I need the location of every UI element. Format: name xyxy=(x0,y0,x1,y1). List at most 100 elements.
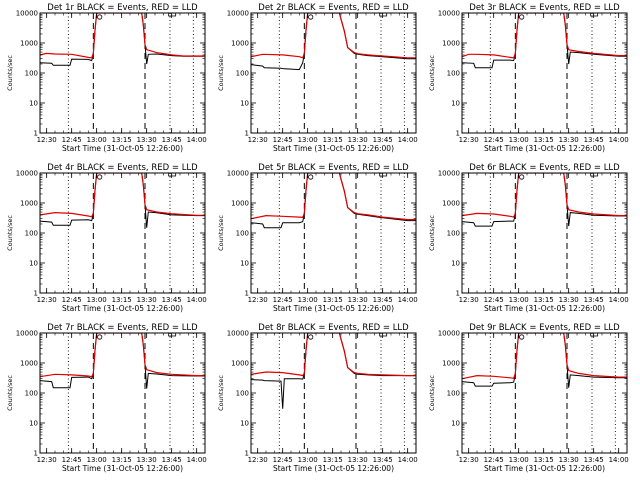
x-tick-label: 14:00 xyxy=(609,456,629,464)
y-tick-label: 1 xyxy=(245,450,249,458)
series-line-events xyxy=(251,173,416,229)
x-tick-label: 13:00 xyxy=(298,456,318,464)
y-axis-title: Counts/sec xyxy=(6,55,14,91)
y-tick-label: 10 xyxy=(240,260,249,268)
y-tick-label: 1000 xyxy=(231,40,249,48)
x-tick-label: 13:15 xyxy=(323,136,343,144)
y-tick-label: 10 xyxy=(451,260,460,268)
panel-title: Det 9r BLACK = Events, RED = LLD xyxy=(469,323,620,333)
panel-title: Det 2r BLACK = Events, RED = LLD xyxy=(258,3,409,13)
y-tick-label: 10 xyxy=(29,100,38,108)
marker-bracket xyxy=(590,13,599,17)
x-tick-label: 13:30 xyxy=(348,136,368,144)
y-axis-title: Counts/sec xyxy=(6,215,14,251)
x-tick-label: 13:15 xyxy=(112,456,132,464)
y-tick-label: 1000 xyxy=(20,40,38,48)
marker-circle xyxy=(308,174,314,180)
x-tick-label: 13:45 xyxy=(162,136,182,144)
plot-area xyxy=(251,173,416,229)
marker-circle xyxy=(308,334,314,340)
x-axis-title: Start Time (31-Oct-05 12:26:00) xyxy=(273,304,394,313)
y-tick-label: 10 xyxy=(451,100,460,108)
x-tick-label: 12:30 xyxy=(37,296,57,304)
panel-title: Det 4r BLACK = Events, RED = LLD xyxy=(47,163,198,173)
y-tick-label: 10000 xyxy=(16,330,38,338)
plot-area xyxy=(40,333,205,389)
x-tick-label: 13:45 xyxy=(584,456,604,464)
panel-title: Det 8r BLACK = Events, RED = LLD xyxy=(258,323,409,333)
marker-bracket xyxy=(168,173,177,177)
x-axis-title: Start Time (31-Oct-05 12:26:00) xyxy=(62,304,183,313)
marker-circle xyxy=(97,14,103,20)
plot-frame xyxy=(39,172,206,294)
marker-bracket xyxy=(590,333,599,337)
plot-area xyxy=(462,333,627,388)
series-line-lld xyxy=(462,333,627,380)
x-tick-label: 13:00 xyxy=(87,456,107,464)
x-tick-label: 14:00 xyxy=(187,456,207,464)
marker-circle xyxy=(519,174,525,180)
series-line-events xyxy=(40,13,205,66)
series-line-events xyxy=(462,13,627,69)
x-axis-title: Start Time (31-Oct-05 12:26:00) xyxy=(484,144,605,153)
y-axis-title: Counts/sec xyxy=(217,55,225,91)
marker-circle xyxy=(97,174,103,180)
x-tick-label: 12:45 xyxy=(62,296,82,304)
x-tick-label: 12:30 xyxy=(248,296,268,304)
plot-frame xyxy=(461,172,628,294)
y-axis-title: Counts/sec xyxy=(6,375,14,411)
x-tick-label: 12:30 xyxy=(459,296,479,304)
x-tick-label: 13:45 xyxy=(373,136,393,144)
y-tick-label: 1 xyxy=(34,290,38,298)
panel-title: Det 6r BLACK = Events, RED = LLD xyxy=(469,163,620,173)
marker-bracket xyxy=(379,173,388,177)
y-tick-label: 10000 xyxy=(438,170,460,178)
x-tick-label: 13:30 xyxy=(348,296,368,304)
plot-area xyxy=(251,333,416,409)
x-tick-label: 14:00 xyxy=(609,136,629,144)
x-axis-title: Start Time (31-Oct-05 12:26:00) xyxy=(62,144,183,153)
y-tick-label: 1000 xyxy=(231,360,249,368)
series-line-lld xyxy=(462,13,627,59)
y-tick-label: 100 xyxy=(447,390,460,398)
x-tick-label: 13:00 xyxy=(298,136,318,144)
x-tick-label: 12:30 xyxy=(459,136,479,144)
marker-bracket xyxy=(590,173,599,177)
y-tick-label: 100 xyxy=(236,390,249,398)
x-tick-label: 12:45 xyxy=(62,136,82,144)
x-axis-title: Start Time (31-Oct-05 12:26:00) xyxy=(62,464,183,473)
x-axis-title: Start Time (31-Oct-05 12:26:00) xyxy=(484,304,605,313)
panel-title: Det 5r BLACK = Events, RED = LLD xyxy=(258,163,409,173)
y-tick-label: 1 xyxy=(245,290,249,298)
series-line-events xyxy=(251,13,416,71)
series-line-lld xyxy=(40,13,205,59)
panel-title: Det 7r BLACK = Events, RED = LLD xyxy=(47,323,198,333)
detector-panel-4: Det 4r BLACK = Events, RED = LLD 1 10 100 10… xyxy=(6,163,207,313)
detector-panel-1: Det 1r BLACK = Events, RED = LLD 1 10 100 10… xyxy=(6,3,207,153)
y-tick-label: 10 xyxy=(29,420,38,428)
y-tick-label: 1 xyxy=(245,130,249,138)
x-tick-label: 12:45 xyxy=(62,456,82,464)
y-tick-label: 10000 xyxy=(16,170,38,178)
series-line-events xyxy=(462,173,627,227)
y-tick-label: 10 xyxy=(240,100,249,108)
x-tick-label: 14:00 xyxy=(398,456,418,464)
y-tick-label: 10000 xyxy=(227,10,249,18)
x-axis-title: Start Time (31-Oct-05 12:26:00) xyxy=(484,464,605,473)
marker-circle xyxy=(519,334,525,340)
y-tick-label: 1 xyxy=(34,130,38,138)
y-tick-label: 1000 xyxy=(20,200,38,208)
plot-frame xyxy=(461,332,628,454)
marker-bracket xyxy=(379,13,388,17)
detector-panel-7: Det 7r BLACK = Events, RED = LLD 1 10 100 10… xyxy=(6,323,207,473)
x-tick-label: 13:30 xyxy=(559,456,579,464)
x-tick-label: 12:30 xyxy=(248,456,268,464)
x-tick-label: 13:45 xyxy=(373,456,393,464)
x-tick-label: 14:00 xyxy=(398,136,418,144)
x-tick-label: 13:00 xyxy=(509,456,529,464)
y-tick-label: 100 xyxy=(447,230,460,238)
series-line-lld xyxy=(251,13,416,59)
x-tick-label: 14:00 xyxy=(609,296,629,304)
x-tick-label: 13:30 xyxy=(559,296,579,304)
x-tick-label: 13:15 xyxy=(534,136,554,144)
